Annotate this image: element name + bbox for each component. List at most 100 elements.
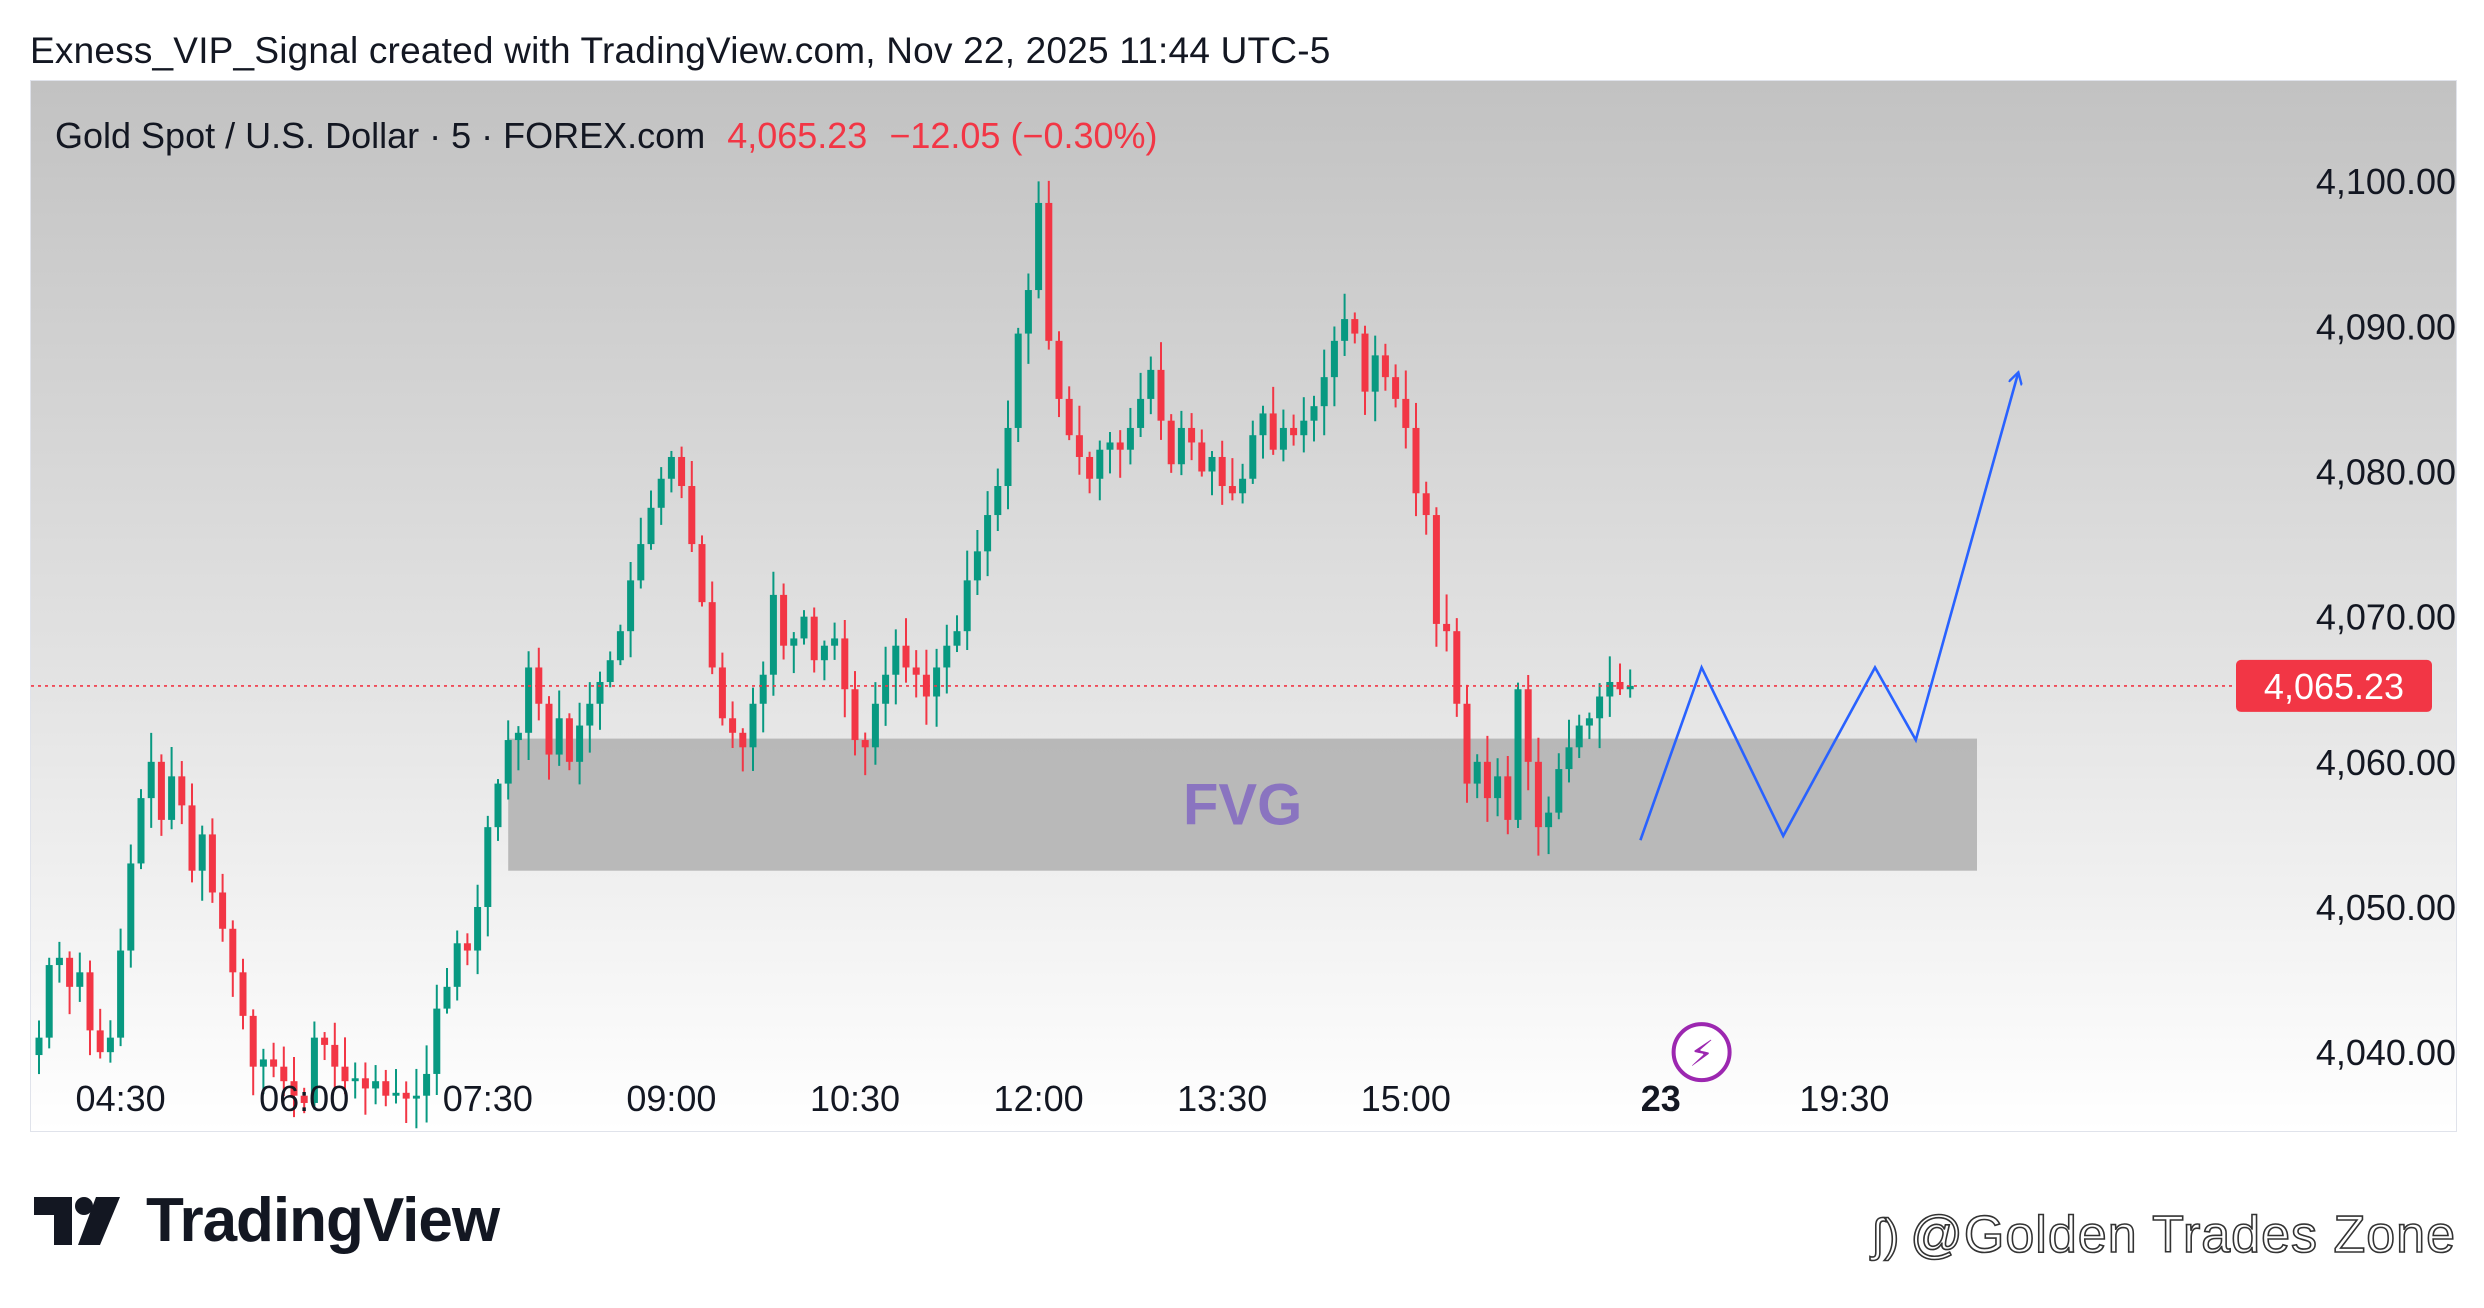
candle[interactable] [341,1037,349,1095]
candle[interactable] [902,618,910,683]
price-chart[interactable]: FVG ⚡ 4,100.00 4,090.00 4,080.00 4,070.00 4,… [31,81,2456,1131]
candle[interactable] [810,607,818,673]
candle[interactable] [433,984,441,1096]
candle[interactable] [545,696,553,780]
candle[interactable] [627,561,635,658]
candle[interactable] [1596,683,1604,749]
candle[interactable] [259,1048,267,1095]
candle[interactable] [1432,507,1440,647]
candle[interactable] [1249,420,1257,484]
candle[interactable] [168,747,176,830]
candle[interactable] [1147,356,1155,415]
candle[interactable] [535,647,543,721]
candle[interactable] [290,1057,298,1118]
candle[interactable] [1218,440,1226,505]
candle[interactable] [1126,407,1134,465]
candle[interactable] [310,1021,318,1110]
candle[interactable] [423,1045,431,1123]
candle[interactable] [1024,273,1032,364]
candle[interactable] [1494,758,1502,817]
candle[interactable] [1116,430,1124,478]
candle[interactable] [300,1087,308,1114]
candle[interactable] [1004,400,1012,510]
candle[interactable] [117,928,125,1047]
candle[interactable] [749,687,757,771]
candle[interactable] [637,517,645,589]
candle[interactable] [229,920,237,997]
candle[interactable] [361,1062,369,1115]
candle[interactable] [1157,342,1165,440]
candle[interactable] [1402,370,1410,449]
candle[interactable] [769,571,777,696]
candle[interactable] [953,615,961,653]
candle[interactable] [1483,735,1491,822]
candle[interactable] [1341,293,1349,356]
candle[interactable] [525,651,533,760]
candle[interactable] [596,671,604,730]
candle[interactable] [249,1009,257,1096]
candle[interactable] [933,648,941,727]
candle[interactable] [1351,312,1359,344]
projection-path[interactable] [1639,374,2017,841]
candle[interactable] [831,622,839,660]
candle[interactable] [147,732,155,828]
candle[interactable] [86,960,94,1056]
candle[interactable] [484,815,492,937]
candle[interactable] [841,619,849,718]
candle[interactable] [208,818,216,903]
candle[interactable] [1422,481,1430,535]
candle[interactable] [157,754,165,836]
candle[interactable] [729,701,737,748]
candle[interactable] [1096,440,1104,501]
tradingview-logo[interactable]: TradingView [34,1185,500,1256]
candle[interactable] [1259,405,1267,459]
candle[interactable] [1177,410,1185,476]
candle[interactable] [1534,737,1542,856]
candle[interactable] [555,690,563,766]
candle[interactable] [1381,343,1389,391]
candle[interactable] [504,720,512,800]
candle[interactable] [280,1046,288,1097]
candle[interactable] [667,450,675,493]
candle[interactable] [1412,402,1420,517]
candle[interactable] [270,1042,278,1078]
candle[interactable] [1310,395,1318,442]
candle[interactable] [1106,432,1114,474]
candle[interactable] [219,873,227,942]
candle[interactable] [820,640,828,681]
candle[interactable] [1392,364,1400,408]
candle[interactable] [392,1069,400,1104]
candle[interactable] [443,967,451,1014]
candle[interactable] [851,671,859,756]
candle[interactable] [1208,451,1216,496]
candle[interactable] [984,491,992,577]
candle[interactable] [1555,753,1563,820]
candle[interactable] [800,610,808,645]
candle[interactable] [1300,397,1308,453]
candle[interactable] [912,650,920,698]
candle[interactable] [412,1068,420,1129]
candle[interactable] [1188,413,1196,461]
candle[interactable] [678,446,686,499]
candle[interactable] [1075,405,1083,475]
candle[interactable] [780,583,788,660]
candle[interactable] [922,649,930,725]
candle[interactable] [474,884,482,975]
candle[interactable] [606,651,614,688]
candle[interactable] [1269,386,1277,455]
candle[interactable] [1320,349,1328,436]
candle[interactable] [514,726,522,771]
candle[interactable] [739,728,747,772]
candle[interactable] [1565,719,1573,783]
candle[interactable] [1330,326,1338,407]
candle[interactable] [943,624,951,694]
candle[interactable] [1014,327,1022,442]
candle[interactable] [1514,682,1522,828]
candle[interactable] [453,930,461,1001]
candle[interactable] [576,702,584,785]
candle[interactable] [1065,386,1073,441]
candle[interactable] [402,1081,410,1124]
candle[interactable] [647,490,655,550]
candle[interactable] [1086,451,1094,494]
candle[interactable] [1228,458,1236,501]
